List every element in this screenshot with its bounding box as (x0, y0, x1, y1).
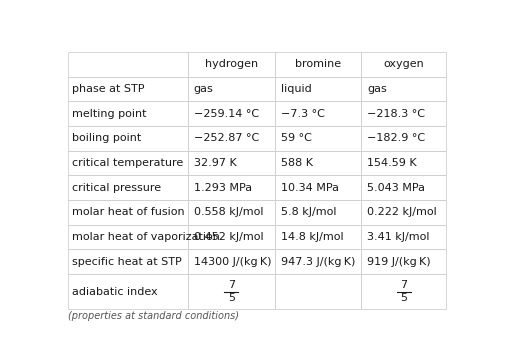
Text: 947.3 J/(kg K): 947.3 J/(kg K) (280, 257, 355, 267)
Text: specific heat at STP: specific heat at STP (72, 257, 182, 267)
Text: 32.97 K: 32.97 K (194, 158, 237, 168)
Text: 1.293 MPa: 1.293 MPa (194, 183, 252, 193)
Text: −252.87 °C: −252.87 °C (194, 134, 259, 143)
Text: 59 °C: 59 °C (280, 134, 312, 143)
Text: 919 J/(kg K): 919 J/(kg K) (367, 257, 431, 267)
Text: 7: 7 (400, 280, 407, 290)
Text: 0.452 kJ/mol: 0.452 kJ/mol (194, 232, 264, 242)
Text: −218.3 °C: −218.3 °C (367, 109, 426, 119)
Text: 5.043 MPa: 5.043 MPa (367, 183, 426, 193)
Text: 5: 5 (228, 293, 235, 303)
Text: oxygen: oxygen (383, 59, 424, 70)
Text: 3.41 kJ/mol: 3.41 kJ/mol (367, 232, 430, 242)
Text: −259.14 °C: −259.14 °C (194, 109, 259, 119)
Text: 0.558 kJ/mol: 0.558 kJ/mol (194, 207, 263, 217)
Text: adiabatic index: adiabatic index (72, 286, 158, 297)
Text: 588 K: 588 K (280, 158, 313, 168)
Text: 14300 J/(kg K): 14300 J/(kg K) (194, 257, 271, 267)
Text: liquid: liquid (280, 84, 312, 94)
Text: critical pressure: critical pressure (72, 183, 161, 193)
Text: 0.222 kJ/mol: 0.222 kJ/mol (367, 207, 437, 217)
Text: 10.34 MPa: 10.34 MPa (280, 183, 338, 193)
Text: bromine: bromine (295, 59, 341, 70)
Text: molar heat of fusion: molar heat of fusion (72, 207, 185, 217)
Text: hydrogen: hydrogen (205, 59, 258, 70)
Text: molar heat of vaporization: molar heat of vaporization (72, 232, 220, 242)
Text: gas: gas (367, 84, 387, 94)
Text: boiling point: boiling point (72, 134, 142, 143)
Text: gas: gas (194, 84, 214, 94)
Text: phase at STP: phase at STP (72, 84, 145, 94)
Text: −7.3 °C: −7.3 °C (280, 109, 324, 119)
Text: −182.9 °C: −182.9 °C (367, 134, 426, 143)
Text: 14.8 kJ/mol: 14.8 kJ/mol (280, 232, 343, 242)
Text: 5: 5 (401, 293, 407, 303)
Text: melting point: melting point (72, 109, 147, 119)
Text: 5.8 kJ/mol: 5.8 kJ/mol (280, 207, 336, 217)
Text: critical temperature: critical temperature (72, 158, 184, 168)
Text: 154.59 K: 154.59 K (367, 158, 417, 168)
Text: (properties at standard conditions): (properties at standard conditions) (68, 311, 239, 321)
Text: 7: 7 (228, 280, 235, 290)
